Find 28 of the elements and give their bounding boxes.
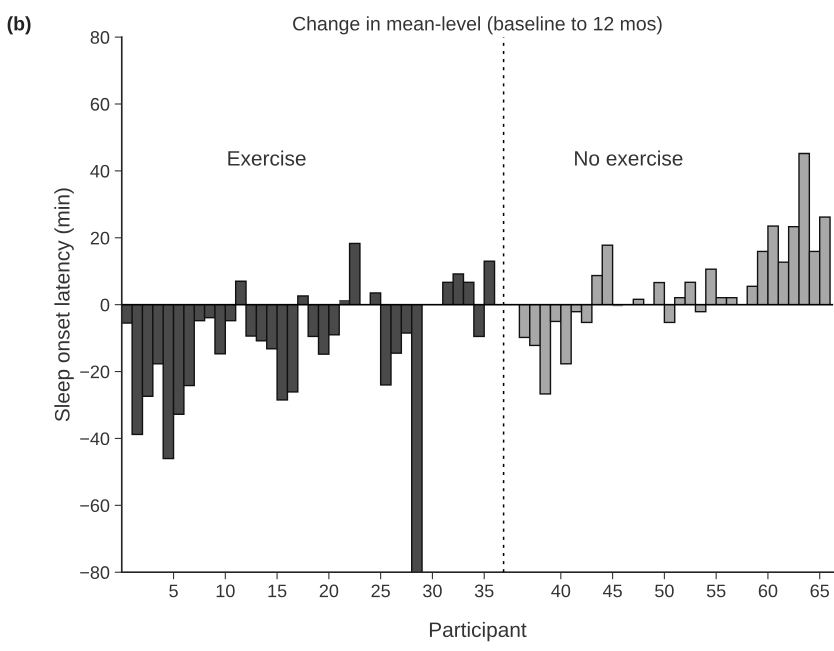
y-tick-label: −40	[80, 432, 110, 446]
annotation: No exercise	[575, 150, 682, 166]
y-tick-label: −20	[80, 365, 110, 378]
x-tick-label: 10	[216, 584, 235, 598]
x-tick-label: 65	[810, 584, 829, 598]
y-tick-label: 0	[100, 298, 110, 312]
x-tick-label: 45	[602, 584, 622, 598]
y-tick-label: 60	[90, 98, 110, 111]
x-tick-label: 5	[169, 584, 178, 598]
x-tick-label: 40	[551, 584, 570, 598]
x-tick-label: 50	[655, 584, 674, 598]
x-tick-label: 15	[268, 584, 286, 598]
text: (b)	[8, 16, 31, 34]
x-tick-label: 55	[706, 584, 726, 598]
y-tick-label: 40	[90, 164, 110, 178]
y-tick-label: −60	[80, 499, 110, 512]
y-tick-label: 20	[90, 232, 110, 244]
y-axis-title: Sleep onset latency (min)	[54, 188, 74, 422]
annotation: Exercise	[228, 150, 306, 166]
x-axis-title: Participant	[430, 622, 527, 642]
x-tick-label: 20	[320, 584, 338, 598]
chart-title: Change in mean-level (baseline to 12 mos)	[293, 16, 662, 34]
y-tick-label: −80	[80, 566, 110, 579]
x-tick-label: 25	[372, 584, 390, 598]
y-tick-label: 80	[90, 31, 110, 44]
x-tick-label: 30	[423, 584, 442, 598]
x-tick-label: 60	[758, 584, 778, 598]
x-tick-label: 35	[474, 584, 494, 598]
